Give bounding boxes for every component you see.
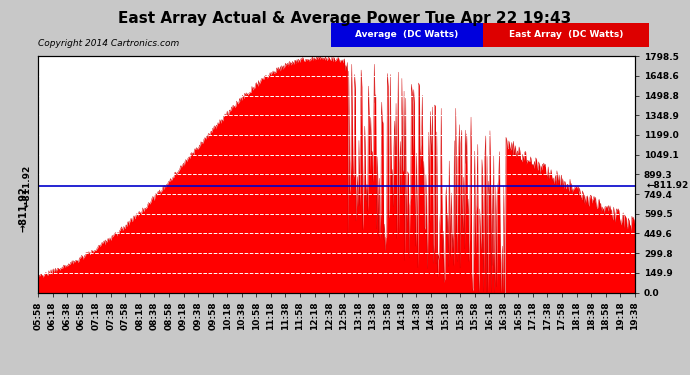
Text: Average  (DC Watts): Average (DC Watts) bbox=[355, 30, 459, 39]
Text: East Array Actual & Average Power Tue Apr 22 19:43: East Array Actual & Average Power Tue Ap… bbox=[119, 11, 571, 26]
Text: Copyright 2014 Cartronics.com: Copyright 2014 Cartronics.com bbox=[38, 39, 179, 48]
Text: →811.92: →811.92 bbox=[18, 186, 28, 232]
Text: East Array  (DC Watts): East Array (DC Watts) bbox=[509, 30, 623, 39]
Text: ←811.92: ←811.92 bbox=[23, 165, 32, 207]
Text: ←811.92: ←811.92 bbox=[647, 182, 689, 190]
